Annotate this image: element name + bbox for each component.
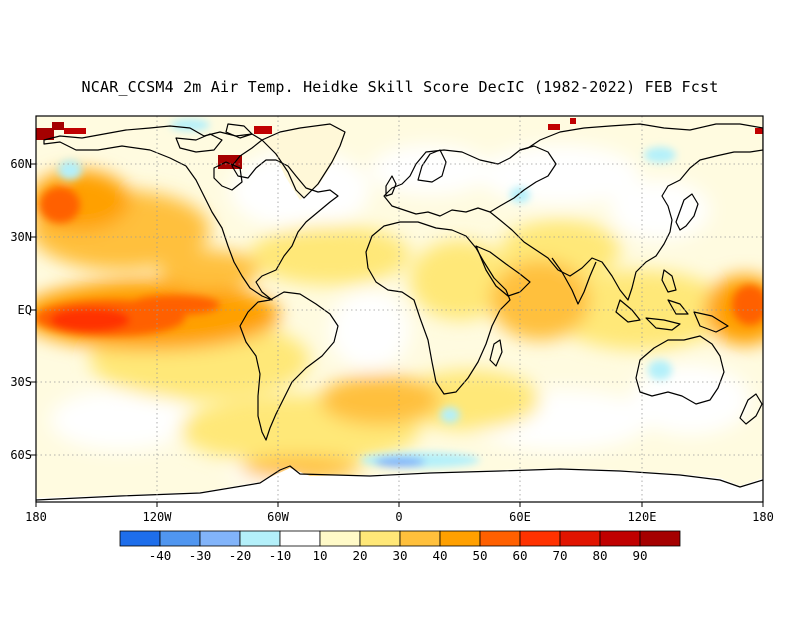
colorbar-box	[199, 530, 241, 547]
colorbar-box	[479, 530, 521, 547]
arabia-coast	[475, 245, 531, 297]
lon-label-180e: 180	[752, 510, 774, 524]
lon-label-120e: 120E	[627, 510, 657, 524]
arctic-high-skill-cells	[36, 118, 763, 169]
colorbar-box	[599, 530, 641, 547]
colorbar-box	[559, 530, 601, 547]
colorbar-box	[359, 530, 401, 547]
map-title: NCAR_CCSM4 2m Air Temp. Heidke Skill Sco…	[81, 78, 719, 96]
colorbar-box	[239, 530, 281, 547]
lat-ticks	[30, 163, 36, 456]
field-blobs	[36, 145, 763, 490]
colorbar-box	[159, 530, 201, 547]
colorbar-tick-label: 60	[512, 548, 528, 563]
antarctica	[36, 468, 763, 502]
colorbar-box	[319, 530, 361, 547]
colorbar-tick-label: 10	[312, 548, 328, 563]
south-america-coast	[239, 291, 339, 441]
lon-label-180w: 180	[25, 510, 47, 524]
greenland-coast	[261, 123, 346, 199]
field-peaks	[36, 119, 763, 468]
colorbar-tick-label: 40	[432, 548, 448, 563]
indonesia-coast	[615, 299, 729, 333]
colorbar-tick-label: 20	[352, 548, 368, 563]
lat-label-60n: 60N	[10, 157, 32, 171]
greenland-ice	[262, 124, 345, 200]
colorbar-tick-label: -30	[188, 548, 212, 563]
colorbar-tick-label: 70	[552, 548, 568, 563]
colorbar-tick-label: -40	[148, 548, 172, 563]
colorbar-box	[439, 530, 481, 547]
arctic-islands-coast	[175, 123, 253, 153]
colorbar-tick-label: 90	[632, 548, 648, 563]
madagascar-coast	[489, 339, 503, 367]
colorbar-tick-label: 50	[472, 548, 488, 563]
colorbar-box	[399, 530, 441, 547]
europe-coast	[383, 145, 557, 217]
philippines-coast	[661, 269, 677, 293]
skill-field	[36, 116, 763, 502]
hudson-bay-coast	[213, 161, 243, 191]
graticule	[36, 116, 763, 502]
colorbar	[119, 530, 681, 547]
asia-coast	[489, 123, 763, 301]
colorbar-tick-label: -10	[268, 548, 292, 563]
colorbar-box	[279, 530, 321, 547]
lon-label-120w: 120W	[142, 510, 172, 524]
lat-label-60s: 60S	[10, 448, 32, 462]
lon-label-60e: 60E	[509, 510, 531, 524]
lat-label-eq: EQ	[17, 303, 32, 317]
uk-coast	[385, 175, 397, 197]
africa-coast	[365, 221, 511, 395]
coastlines	[36, 123, 763, 501]
colorbar-box	[519, 530, 561, 547]
japan-coast	[675, 193, 699, 231]
lon-label-60w: 60W	[267, 510, 289, 524]
lat-label-30s: 30S	[10, 375, 32, 389]
colorbar-box	[639, 530, 681, 547]
colorbar-tick-label: 80	[592, 548, 608, 563]
colorbar-box	[119, 530, 161, 547]
lon-label-0: 0	[395, 510, 403, 524]
antarctica-coast	[36, 465, 763, 501]
india-coast	[551, 257, 597, 305]
colorbar-tick-label: 30	[392, 548, 408, 563]
new-zealand-coast	[739, 393, 763, 425]
australia-coast	[635, 335, 725, 405]
lat-label-30n: 30N	[10, 230, 32, 244]
lon-ticks	[35, 502, 764, 507]
colorbar-tick-label: -20	[228, 548, 252, 563]
